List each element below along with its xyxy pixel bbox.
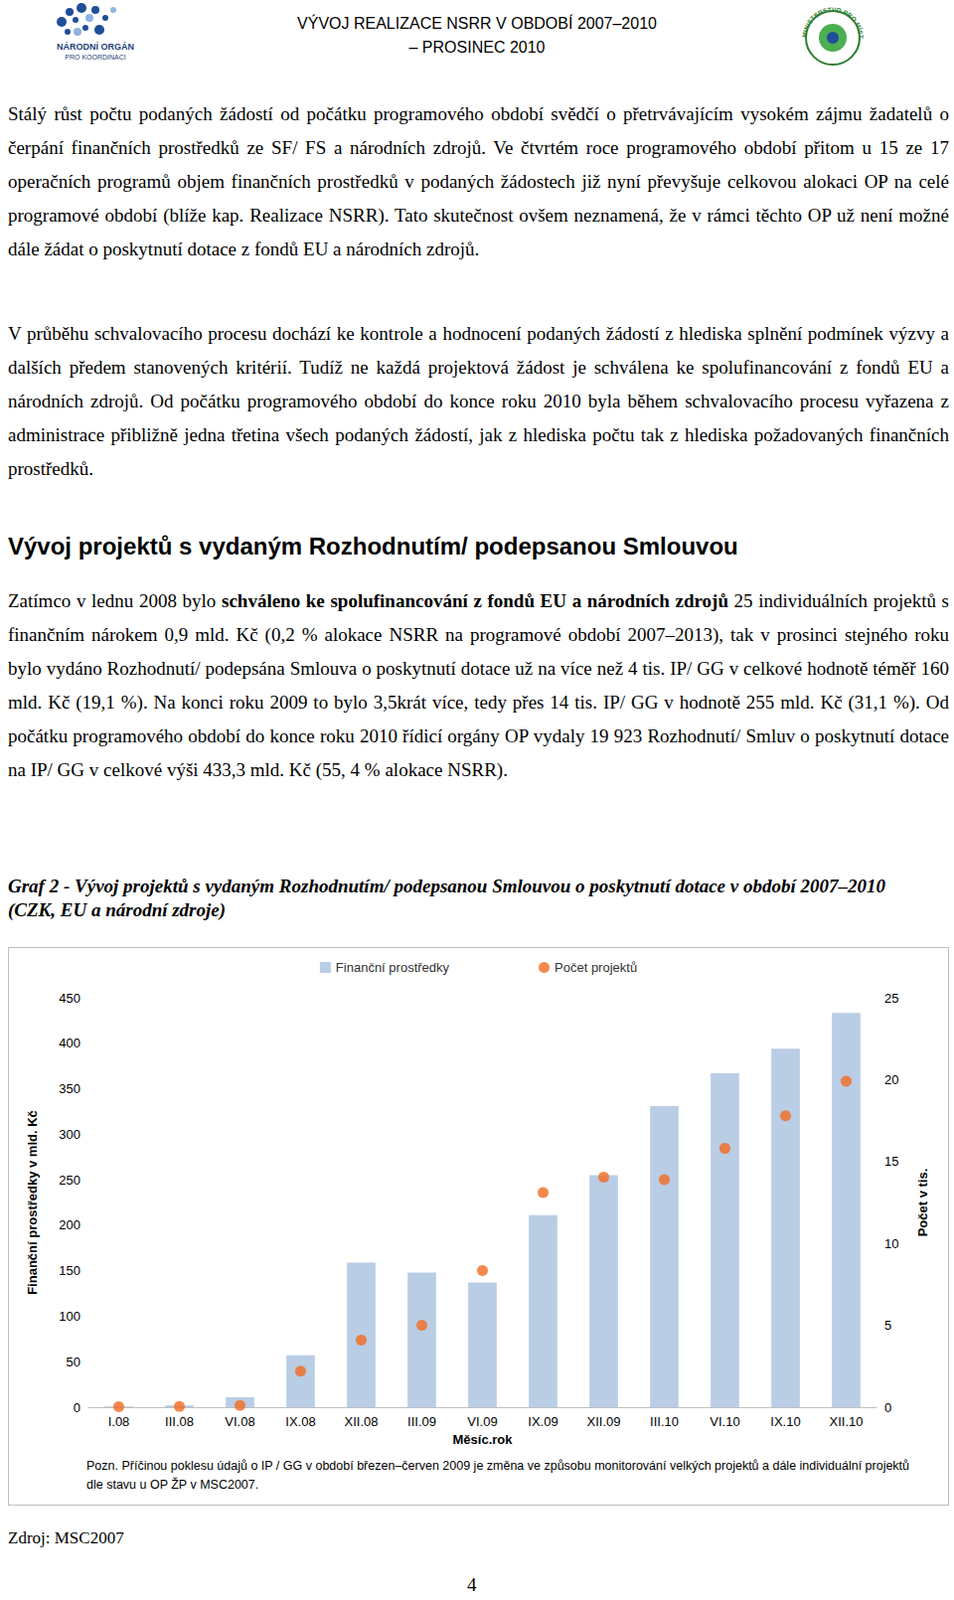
svg-text:Počet v tis.: Počet v tis. xyxy=(915,1168,931,1238)
svg-text:Finanční prostředky: Finanční prostředky xyxy=(335,959,451,975)
svg-text:IX.08: IX.08 xyxy=(285,1414,316,1430)
svg-text:III.08: III.08 xyxy=(164,1414,194,1430)
html-text:Graf 2 - Vývoj projektů s vyda: Graf 2 - Vývoj projektů s vydaným Rozhod… xyxy=(7,875,886,921)
svg-text:XII.09: XII.09 xyxy=(587,1414,622,1430)
html-text:– PROSINEC 2010: – PROSINEC 2010 xyxy=(408,38,546,56)
html-text:Vývoj projektů s vydaným Rozho: Vývoj projektů s vydaným Rozhodnutím/ po… xyxy=(7,532,739,560)
svg-text:350: 350 xyxy=(58,1081,81,1097)
html-text:4: 4 xyxy=(467,1574,477,1595)
svg-text:0: 0 xyxy=(884,1400,892,1416)
svg-text:300: 300 xyxy=(58,1126,81,1142)
html-text:Zdroj: MSC2007: Zdroj: MSC2007 xyxy=(7,1528,124,1548)
html-text:VÝVOJ REALIZACE NSRR V OBDOBÍ: VÝVOJ REALIZACE NSRR V OBDOBÍ 2007–2010 xyxy=(297,14,657,32)
svg-text:20: 20 xyxy=(884,1072,899,1088)
svg-text:NÁRODNÍ ORGÁN: NÁRODNÍ ORGÁN xyxy=(56,41,135,52)
svg-text:I.08: I.08 xyxy=(108,1414,131,1430)
svg-text:Finanční prostředky v mld. Kč: Finanční prostředky v mld. Kč xyxy=(24,1110,40,1295)
svg-text:XII.08: XII.08 xyxy=(344,1414,379,1430)
svg-text:400: 400 xyxy=(58,1035,81,1051)
svg-text:150: 150 xyxy=(58,1263,81,1278)
svg-text:200: 200 xyxy=(58,1217,81,1233)
svg-text:15: 15 xyxy=(884,1153,899,1169)
svg-text:IX.10: IX.10 xyxy=(770,1414,800,1430)
svg-text:VI.10: VI.10 xyxy=(709,1414,740,1430)
svg-text:IX.09: IX.09 xyxy=(527,1414,558,1430)
svg-text:450: 450 xyxy=(58,990,81,1006)
svg-text:100: 100 xyxy=(58,1308,81,1324)
svg-text:VI.09: VI.09 xyxy=(467,1414,497,1430)
html-text:Stálý růst počtu podaných žádo: Stálý růst počtu podaných žádostí od poč… xyxy=(7,103,950,260)
html-text:Pozn. Příčinou poklesu údajů o: Pozn. Příčinou poklesu údajů o IP / GG v… xyxy=(86,1458,910,1492)
svg-text:MINISTERSTVO PRO MÍSTNÍ ROZVOJ: MINISTERSTVO PRO MÍSTNÍ ROZVOJ xyxy=(795,1,865,39)
svg-text:10: 10 xyxy=(884,1236,899,1252)
svg-text:Počet projektů: Počet projektů xyxy=(554,959,637,975)
svg-text:PRO KOORDINACI: PRO KOORDINACI xyxy=(64,53,127,61)
svg-text:III.10: III.10 xyxy=(649,1414,679,1430)
svg-text:VI.08: VI.08 xyxy=(224,1414,255,1430)
svg-text:25: 25 xyxy=(884,990,899,1006)
svg-text:50: 50 xyxy=(66,1354,81,1370)
svg-text:0: 0 xyxy=(73,1400,81,1416)
svg-text:250: 250 xyxy=(58,1172,81,1188)
svg-text:5: 5 xyxy=(884,1317,892,1333)
html-text:Zatímco v lednu 2008 bylo schv: Zatímco v lednu 2008 bylo schváleno ke s… xyxy=(7,590,950,781)
svg-text:Měsíc.rok: Měsíc.rok xyxy=(453,1431,514,1447)
html-text:V průběhu schvalovacího proces: V průběhu schvalovacího procesu dochází … xyxy=(7,322,950,479)
svg-text:III.09: III.09 xyxy=(407,1414,437,1430)
svg-text:XII.10: XII.10 xyxy=(829,1414,864,1430)
